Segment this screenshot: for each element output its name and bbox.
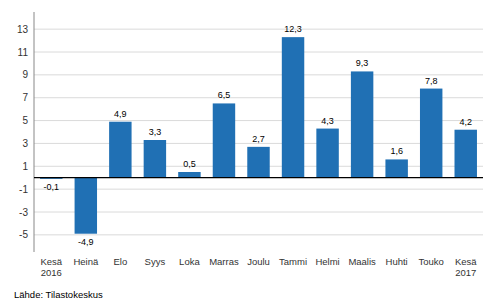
bar xyxy=(282,37,304,178)
data-label: 6,5 xyxy=(218,90,231,100)
bar xyxy=(351,71,373,177)
grid-line xyxy=(34,212,483,213)
bar xyxy=(213,103,235,177)
data-label: 12,3 xyxy=(284,24,302,34)
x-tick-label: Syys xyxy=(145,256,166,267)
data-label: 3,3 xyxy=(149,127,162,137)
x-tick-label: Tammi xyxy=(279,256,307,267)
y-axis: -5-3-1135791113 xyxy=(17,12,34,252)
chart: -5-3-1135791113-0,1-4,94,93,30,56,52,712… xyxy=(0,0,493,304)
y-tick-label: 5 xyxy=(22,115,28,126)
grid-line xyxy=(34,189,483,190)
grid xyxy=(34,29,483,235)
y-tick-label: -1 xyxy=(19,184,28,195)
x-tick-label: Loka xyxy=(179,256,200,267)
x-axis: Kesä2016 Heinä Elo Syys Loka Marras Joulu Tammi… xyxy=(40,256,477,278)
grid-line xyxy=(34,234,483,235)
y-tick-label: 11 xyxy=(18,47,29,58)
x-tick-label: Touko xyxy=(419,256,444,267)
y-tick-label: 9 xyxy=(22,69,28,80)
x-tick-label: Kesä2017 xyxy=(455,256,477,278)
data-label: 2,7 xyxy=(252,134,265,144)
y-tick-label: -5 xyxy=(19,229,28,240)
bar xyxy=(455,130,477,178)
grid-line xyxy=(34,52,483,53)
x-tick-label: Kesä2016 xyxy=(40,256,62,278)
data-label: 4,2 xyxy=(459,117,472,127)
grid-line xyxy=(34,74,483,75)
bar xyxy=(420,89,442,178)
grid-line xyxy=(34,97,483,98)
bar xyxy=(247,147,269,178)
data-label: 0,5 xyxy=(183,159,196,169)
bars xyxy=(40,37,477,234)
source-text: Lähde: Tilastokeskus xyxy=(14,289,103,300)
bar xyxy=(109,122,131,178)
grid-line xyxy=(34,29,483,30)
x-tick-label: Maalis xyxy=(348,256,376,267)
y-axis-line xyxy=(34,12,35,252)
data-label: 7,8 xyxy=(425,76,438,86)
x-tick-label: Helmi xyxy=(315,256,339,267)
data-label: 1,6 xyxy=(390,146,403,156)
bar xyxy=(144,140,166,178)
data-label: 9,3 xyxy=(356,58,369,68)
data-label: -4,9 xyxy=(78,237,94,247)
data-label: -0,1 xyxy=(44,182,60,192)
bar xyxy=(75,178,97,234)
y-tick-label: 1 xyxy=(22,161,28,172)
y-tick-label: -3 xyxy=(19,207,28,218)
y-tick-label: 3 xyxy=(22,138,28,149)
data-label: 4,3 xyxy=(321,116,334,126)
chart-container: -5-3-1135791113-0,1-4,94,93,30,56,52,712… xyxy=(0,0,493,304)
data-labels: -0,1 -4,9 4,9 3,3 0,5 6,5 2,7 12,3 4,3 9,3 1,6 7,8 4… xyxy=(44,24,472,247)
x-tick-label: Marras xyxy=(209,256,239,267)
y-tick-label: 7 xyxy=(22,92,28,103)
data-label: 4,9 xyxy=(114,109,127,119)
x-tick-label: Heinä xyxy=(73,256,99,267)
bar xyxy=(316,129,338,178)
x-tick-label: Joulu xyxy=(247,256,270,267)
bar xyxy=(385,159,407,177)
zero-line xyxy=(34,177,483,178)
y-tick-label: 13 xyxy=(17,24,29,35)
x-tick-label: Huhti xyxy=(386,256,408,267)
x-tick-label: Elo xyxy=(113,256,127,267)
bar xyxy=(178,172,200,178)
grid-line xyxy=(34,120,483,121)
